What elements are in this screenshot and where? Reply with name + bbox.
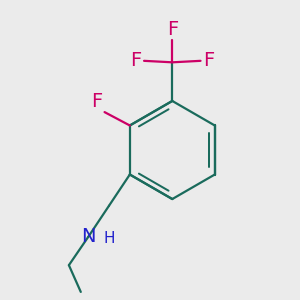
Text: F: F <box>91 92 102 111</box>
Text: F: F <box>203 51 214 70</box>
Text: H: H <box>104 231 115 246</box>
Text: N: N <box>81 227 95 246</box>
Text: F: F <box>130 51 142 70</box>
Text: F: F <box>167 20 178 38</box>
